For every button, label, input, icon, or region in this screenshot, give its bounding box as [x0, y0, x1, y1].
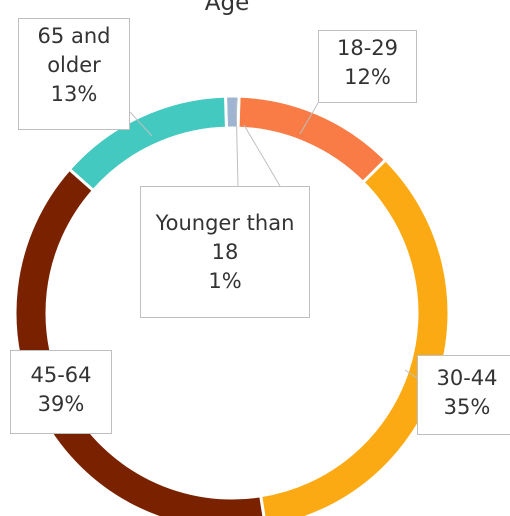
- category-label: Younger than 18: [155, 211, 295, 264]
- category-label: 30-44: [436, 366, 498, 390]
- leader-line: [243, 124, 281, 187]
- value-label: 1%: [208, 269, 242, 293]
- slice: [67, 94, 228, 193]
- leader-line: [404, 369, 418, 379]
- category-label: 45-64: [30, 363, 92, 387]
- data-label: 45-64 39%: [10, 350, 112, 434]
- value-label: 39%: [37, 392, 85, 416]
- category-label: 18-29: [336, 36, 399, 60]
- data-label: 30-44 35%: [417, 355, 510, 435]
- value-label: 13%: [50, 82, 98, 106]
- slice: [258, 157, 451, 516]
- chart-title: Age: [204, 0, 250, 16]
- data-label: Younger than 18 1%: [140, 186, 310, 318]
- value-label: 35%: [443, 395, 491, 419]
- leader-line: [235, 99, 239, 187]
- data-label: 18-29 12%: [318, 30, 417, 103]
- leader-line: [129, 111, 153, 137]
- leader-line: [299, 102, 319, 135]
- leader-lines: [129, 99, 418, 379]
- data-label: 65 and older 13%: [18, 18, 130, 130]
- slice: [236, 94, 388, 185]
- value-label: 12%: [344, 65, 391, 89]
- category-label: 65 and older: [37, 24, 111, 77]
